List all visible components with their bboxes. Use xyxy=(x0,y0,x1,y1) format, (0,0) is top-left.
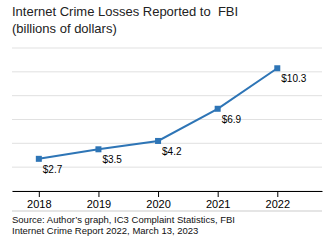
grid-line xyxy=(12,95,322,96)
x-tick-label: 2019 xyxy=(87,198,111,210)
grid-line xyxy=(12,191,322,192)
data-label: $3.5 xyxy=(102,154,122,165)
x-tick-mark xyxy=(158,191,159,197)
x-tick-mark xyxy=(39,191,40,197)
data-label: $6.9 xyxy=(222,114,242,125)
x-tick: 2018 xyxy=(27,191,51,210)
plot-area: 2018 2019 2020 2021 2022 $2.7 $3.5 $4.2 $6.9 $10.… xyxy=(12,48,323,210)
grid-line xyxy=(12,119,322,120)
source-note: Source: Author’s graph, IC3 Complaint St… xyxy=(12,214,235,236)
subtitle: (billions of dollars) xyxy=(12,21,117,36)
x-tick: 2020 xyxy=(146,191,170,210)
marker xyxy=(215,106,221,112)
grid-line xyxy=(12,71,322,72)
chart: Internet Crime Losses Reported to FBI (bi… xyxy=(0,0,336,241)
x-axis: 2018 2019 2020 2021 2022 xyxy=(13,191,323,210)
x-tick-mark xyxy=(218,191,219,197)
marks xyxy=(36,65,280,162)
x-tick-label: 2021 xyxy=(206,198,230,210)
marker xyxy=(274,65,280,71)
title: Internet Crime Losses Reported to FBI xyxy=(12,4,238,19)
marker xyxy=(155,138,161,144)
data-label: $10.3 xyxy=(281,73,306,84)
x-axis-line xyxy=(13,191,323,192)
separator xyxy=(12,211,322,212)
grid xyxy=(12,48,322,191)
x-tick-mark xyxy=(98,191,99,197)
grid-line xyxy=(12,143,322,144)
x-tick-label: 2022 xyxy=(266,198,290,210)
x-tick: 2022 xyxy=(266,191,290,210)
data-labels: $2.7 $3.5 $4.2 $6.9 $10.3 xyxy=(43,73,307,175)
grid-line xyxy=(12,48,322,49)
marker xyxy=(95,146,101,152)
x-tick-label: 2018 xyxy=(27,198,51,210)
marker xyxy=(36,156,42,162)
x-tick-label: 2020 xyxy=(146,198,170,210)
data-label: $2.7 xyxy=(43,164,63,175)
x-tick: 2019 xyxy=(87,191,111,210)
x-tick-mark xyxy=(277,191,278,197)
x-tick: 2021 xyxy=(206,191,230,210)
data-label: $4.2 xyxy=(162,146,182,157)
line xyxy=(39,68,277,159)
